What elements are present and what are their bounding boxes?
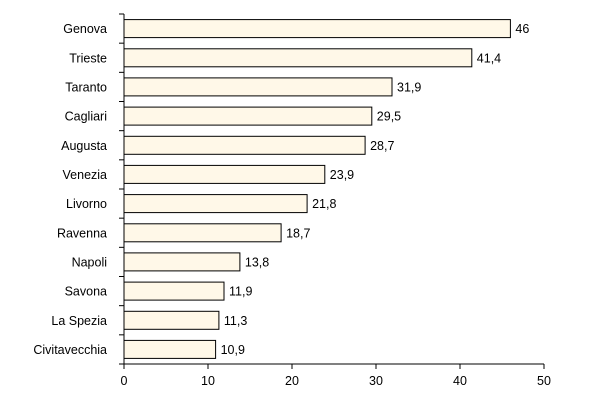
x-tick-label: 10 xyxy=(201,374,215,388)
axes: 0 10 20 30 40 50 xyxy=(119,13,551,388)
x-tick-label: 20 xyxy=(285,374,299,388)
value-label: 31,9 xyxy=(397,80,421,94)
value-label: 11,9 xyxy=(229,285,252,299)
value-label: 18,7 xyxy=(286,226,310,240)
bar-taranto xyxy=(123,77,393,97)
category-label: La Spezia xyxy=(51,314,107,328)
bar-la-spezia xyxy=(123,310,220,330)
value-label: 46 xyxy=(515,22,529,36)
category-label: Taranto xyxy=(65,80,107,94)
category-label: Livorno xyxy=(66,197,107,211)
x-tick-label: 0 xyxy=(121,374,128,388)
category-label: Savona xyxy=(65,285,107,299)
category-label: Napoli xyxy=(72,255,107,269)
value-label: 29,5 xyxy=(377,110,401,124)
value-label: 41,4 xyxy=(477,51,501,65)
value-label: 13,8 xyxy=(245,255,269,269)
bars-layer xyxy=(123,19,511,359)
value-label: 10,9 xyxy=(221,343,245,357)
category-label: Ravenna xyxy=(57,226,107,240)
bar-livorno xyxy=(123,194,308,214)
x-tick-label: 30 xyxy=(369,374,383,388)
category-label: Venezia xyxy=(63,168,108,182)
value-labels: 46 41,4 31,9 29,5 28,7 23,9 21,8 18,7 13,8 11,9 11… xyxy=(221,22,530,357)
category-labels: Genova Trieste Taranto Cagliari Augusta Venez… xyxy=(33,22,107,357)
value-label: 23,9 xyxy=(330,168,354,182)
value-label: 21,8 xyxy=(312,197,336,211)
category-label: Genova xyxy=(63,22,107,36)
bar-napoli xyxy=(123,252,241,272)
bar-ravenna xyxy=(123,223,282,243)
bar-augusta xyxy=(123,135,366,155)
bar-genova xyxy=(123,19,511,39)
bar-civitavecchia xyxy=(123,339,217,359)
bar-venezia xyxy=(123,164,326,184)
bar-savona xyxy=(123,281,225,301)
x-tick-label: 40 xyxy=(453,374,467,388)
value-label: 28,7 xyxy=(370,139,394,153)
category-label: Trieste xyxy=(69,51,107,65)
category-label: Augusta xyxy=(61,139,107,153)
category-label: Civitavecchia xyxy=(33,343,107,357)
x-tick-label: 50 xyxy=(537,374,551,388)
bar-cagliari xyxy=(123,106,373,126)
bar-trieste xyxy=(123,48,473,68)
value-label: 11,3 xyxy=(224,314,247,328)
category-label: Cagliari xyxy=(65,110,107,124)
